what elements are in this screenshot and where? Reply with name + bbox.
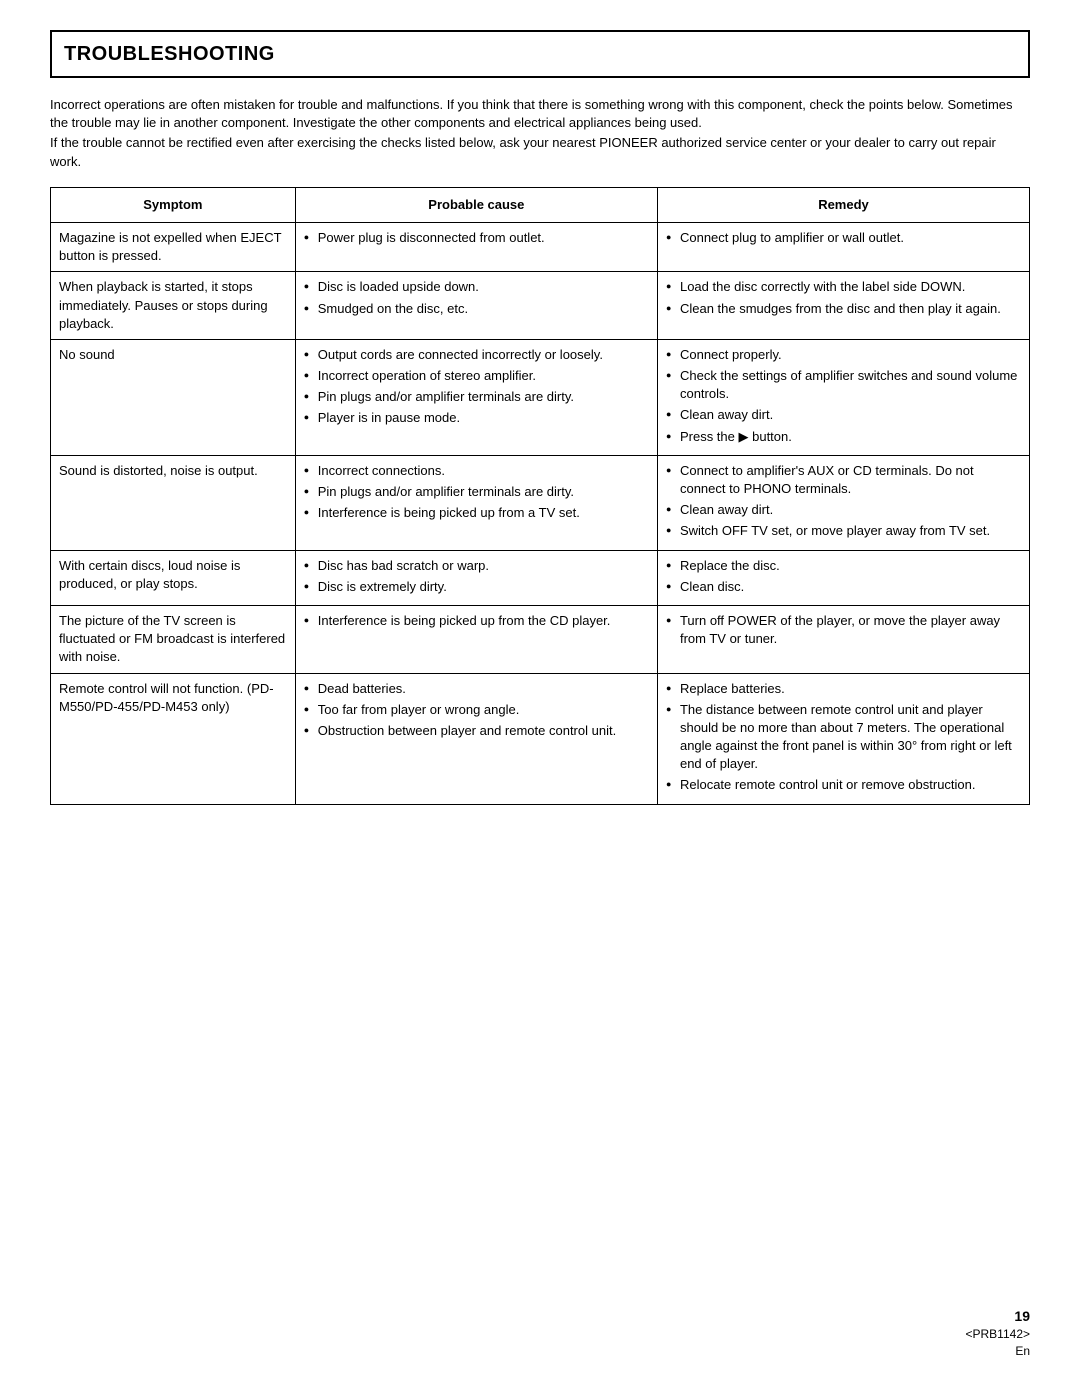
cause-item: Too far from player or wrong angle.	[304, 701, 649, 719]
remedy-cell: Load the disc correctly with the label s…	[657, 272, 1029, 340]
page-title: TROUBLESHOOTING	[64, 40, 1016, 68]
remedy-item: Connect plug to amplifier or wall outlet…	[666, 229, 1021, 247]
remedy-cell: Connect plug to amplifier or wall outlet…	[657, 222, 1029, 271]
header-cause: Probable cause	[295, 187, 657, 222]
cause-item: Pin plugs and/or amplifier terminals are…	[304, 388, 649, 406]
cause-cell: Power plug is disconnected from outlet.	[295, 222, 657, 271]
header-symptom: Symptom	[51, 187, 296, 222]
table-row: Sound is distorted, noise is output.Inco…	[51, 455, 1030, 550]
table-row: The picture of the TV screen is fluctuat…	[51, 605, 1030, 673]
remedy-cell: Connect to amplifier's AUX or CD termina…	[657, 455, 1029, 550]
title-container: TROUBLESHOOTING	[50, 30, 1030, 78]
document-code: <PRB1142>	[966, 1326, 1031, 1343]
remedy-item: Clean disc.	[666, 578, 1021, 596]
header-remedy: Remedy	[657, 187, 1029, 222]
remedy-item: Connect to amplifier's AUX or CD termina…	[666, 462, 1021, 498]
symptom-cell: Remote control will not function. (PD-M5…	[51, 673, 296, 804]
cause-cell: Disc is loaded upside down. Smudged on th…	[295, 272, 657, 340]
remedy-cell: Replace batteries. The distance between r…	[657, 673, 1029, 804]
remedy-item: Clean away dirt.	[666, 406, 1021, 424]
remedy-item: Press the ▶ button.	[666, 428, 1021, 446]
cause-item: Player is in pause mode.	[304, 409, 649, 427]
table-row: Remote control will not function. (PD-M5…	[51, 673, 1030, 804]
remedy-item: Clean away dirt.	[666, 501, 1021, 519]
remedy-item: Connect properly.	[666, 346, 1021, 364]
intro-paragraph-1: Incorrect operations are often mistaken …	[50, 96, 1030, 132]
table-row: No sound Output cords are connected incor…	[51, 339, 1030, 455]
remedy-item: Relocate remote control unit or remove o…	[666, 776, 1021, 794]
cause-item: Pin plugs and/or amplifier terminals are…	[304, 483, 649, 501]
cause-cell: Output cords are connected incorrectly o…	[295, 339, 657, 455]
cause-item: Disc has bad scratch or warp.	[304, 557, 649, 575]
table-header-row: Symptom Probable cause Remedy	[51, 187, 1030, 222]
cause-item: Interference is being picked up from a T…	[304, 504, 649, 522]
cause-item: Incorrect connections.	[304, 462, 649, 480]
cause-item: Dead batteries.	[304, 680, 649, 698]
symptom-cell: When playback is started, it stops immed…	[51, 272, 296, 340]
symptom-cell: With certain discs, loud noise is produc…	[51, 550, 296, 605]
remedy-item: Replace the disc.	[666, 557, 1021, 575]
intro-text: Incorrect operations are often mistaken …	[50, 96, 1030, 171]
remedy-item: Check the settings of amplifier switches…	[666, 367, 1021, 403]
remedy-cell: Connect properly. Check the settings of a…	[657, 339, 1029, 455]
remedy-item: Load the disc correctly with the label s…	[666, 278, 1021, 296]
language-code: En	[966, 1343, 1031, 1360]
cause-item: Output cords are connected incorrectly o…	[304, 346, 649, 364]
remedy-item: Replace batteries.	[666, 680, 1021, 698]
symptom-cell: Sound is distorted, noise is output.	[51, 455, 296, 550]
cause-item: Disc is extremely dirty.	[304, 578, 649, 596]
remedy-item: Switch OFF TV set, or move player away f…	[666, 522, 1021, 540]
cause-cell: Incorrect connections. Pin plugs and/or a…	[295, 455, 657, 550]
remedy-item: Clean the smudges from the disc and then…	[666, 300, 1021, 318]
remedy-item: Turn off POWER of the player, or move th…	[666, 612, 1021, 648]
page-footer: 19 <PRB1142> En	[966, 1307, 1031, 1360]
page-number: 19	[966, 1307, 1031, 1327]
remedy-item: The distance between remote control unit…	[666, 701, 1021, 774]
table-row: When playback is started, it stops immed…	[51, 272, 1030, 340]
cause-item: Power plug is disconnected from outlet.	[304, 229, 649, 247]
cause-item: Obstruction between player and remote co…	[304, 722, 649, 740]
symptom-cell: Magazine is not expelled when EJECT butt…	[51, 222, 296, 271]
remedy-cell: Replace the disc. Clean disc.	[657, 550, 1029, 605]
remedy-cell: Turn off POWER of the player, or move th…	[657, 605, 1029, 673]
cause-cell: Disc has bad scratch or warp. Disc is ext…	[295, 550, 657, 605]
table-row: Magazine is not expelled when EJECT butt…	[51, 222, 1030, 271]
cause-cell: Dead batteries. Too far from player or wr…	[295, 673, 657, 804]
cause-item: Disc is loaded upside down.	[304, 278, 649, 296]
troubleshooting-table: Symptom Probable cause Remedy Magazine i…	[50, 187, 1030, 805]
cause-item: Smudged on the disc, etc.	[304, 300, 649, 318]
symptom-cell: No sound	[51, 339, 296, 455]
intro-paragraph-2: If the trouble cannot be rectified even …	[50, 134, 1030, 170]
cause-item: Interference is being picked up from the…	[304, 612, 649, 630]
table-row: With certain discs, loud noise is produc…	[51, 550, 1030, 605]
symptom-cell: The picture of the TV screen is fluctuat…	[51, 605, 296, 673]
cause-item: Incorrect operation of stereo amplifier.	[304, 367, 649, 385]
cause-cell: Interference is being picked up from the…	[295, 605, 657, 673]
